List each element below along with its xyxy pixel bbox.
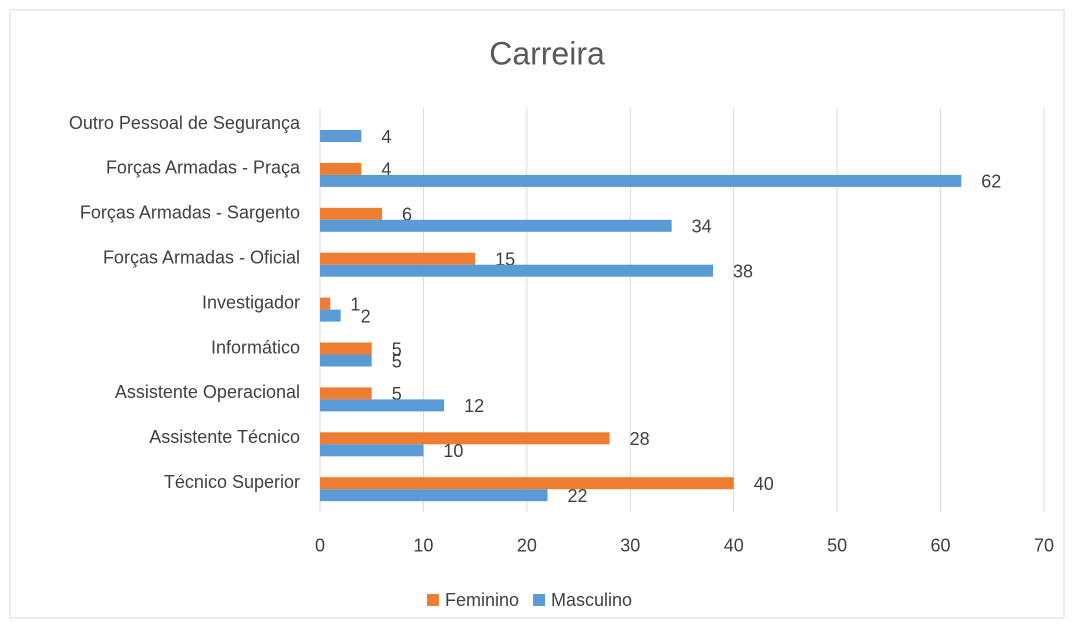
data-label: 2 [361,306,371,326]
data-label: 22 [568,486,588,506]
x-tick-label: 70 [1034,535,1054,555]
bar [320,130,362,142]
data-label: 15 [495,249,515,269]
legend-swatch [533,594,546,606]
bar [320,387,372,400]
bar [320,264,714,277]
chart-border [9,9,1065,619]
data-label: 38 [733,261,753,281]
bar [320,354,372,367]
bar [320,207,383,220]
y-tick-label: Outro Pessoal de Segurança [69,113,301,133]
data-label: 5 [392,351,402,371]
bar [320,432,610,445]
y-tick-label: Assistente Técnico [149,427,300,447]
data-label: 1 [350,294,360,314]
bar [320,252,476,265]
legend-swatch [427,594,439,606]
bar [320,489,548,502]
data-label: 12 [464,396,484,416]
y-tick-label: Forças Armadas - Sargento [80,203,300,223]
data-label: 4 [381,127,391,147]
data-label: 5 [392,384,402,404]
legend-label: Masculino [551,590,632,610]
data-label: 6 [402,205,412,225]
bar [320,174,962,187]
bar [320,309,341,322]
data-label: 4 [381,160,391,180]
x-tick-label: 0 [315,535,325,555]
y-tick-label: Forças Armadas - Oficial [103,247,300,267]
x-tick-label: 10 [413,535,433,555]
x-tick-label: 30 [620,535,640,555]
y-tick-label: Investigador [202,292,300,312]
bar [320,342,372,355]
y-tick-label: Forças Armadas - Praça [106,158,301,178]
bar [320,444,424,457]
legend-label: Feminino [445,590,519,610]
bar [320,162,362,175]
y-tick-label: Informático [211,337,300,357]
bar [320,297,331,310]
data-label: 34 [692,217,712,237]
data-label: 40 [754,474,774,494]
chart-title: Carreira [489,35,605,71]
y-tick-label: Assistente Operacional [115,382,300,402]
bar [320,477,734,490]
x-tick-label: 60 [931,535,951,555]
y-tick-label: Técnico Superior [164,472,300,492]
bar [320,219,672,232]
data-label: 10 [443,441,463,461]
bar [320,399,445,412]
data-label: 5 [392,339,402,359]
data-label: 28 [630,429,650,449]
data-label: 62 [981,172,1001,192]
x-tick-label: 40 [724,535,744,555]
x-tick-label: 50 [827,535,847,555]
x-tick-label: 20 [517,535,537,555]
